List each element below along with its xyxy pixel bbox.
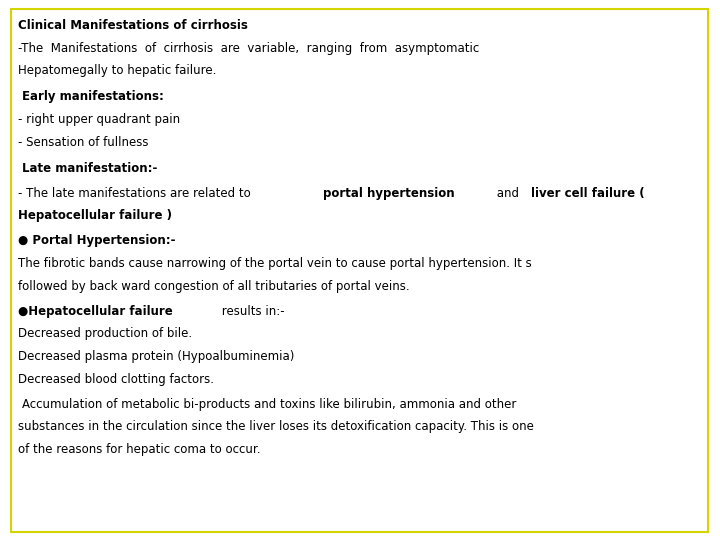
Text: -The  Manifestations  of  cirrhosis  are  variable,  ranging  from  asymptomatic: -The Manifestations of cirrhosis are var… xyxy=(18,42,480,55)
Text: The fibrotic bands cause narrowing of the portal vein to cause portal hypertensi: The fibrotic bands cause narrowing of th… xyxy=(18,257,532,270)
Text: Decreased plasma protein (Hypoalbuminemia): Decreased plasma protein (Hypoalbuminemi… xyxy=(18,350,294,363)
Text: and: and xyxy=(493,187,523,200)
Text: liver cell failure (: liver cell failure ( xyxy=(531,187,645,200)
Text: Early manifestations:: Early manifestations: xyxy=(22,90,163,103)
Text: Decreased production of bile.: Decreased production of bile. xyxy=(18,327,192,340)
Text: ●Hepatocellular failure: ●Hepatocellular failure xyxy=(18,305,173,318)
Text: portal hypertension: portal hypertension xyxy=(323,187,455,200)
Text: - The late manifestations are related to: - The late manifestations are related to xyxy=(18,187,254,200)
Text: Hepatomegally to hepatic failure.: Hepatomegally to hepatic failure. xyxy=(18,64,217,77)
Text: of the reasons for hepatic coma to occur.: of the reasons for hepatic coma to occur… xyxy=(18,443,261,456)
Text: ● Portal Hypertension:-: ● Portal Hypertension:- xyxy=(18,234,176,247)
Text: results in:-: results in:- xyxy=(217,305,284,318)
Text: - Sensation of fullness: - Sensation of fullness xyxy=(18,136,148,148)
Text: substances in the circulation since the liver loses its detoxification capacity.: substances in the circulation since the … xyxy=(18,420,534,433)
Text: followed by back ward congestion of all tributaries of portal veins.: followed by back ward congestion of all … xyxy=(18,280,410,293)
Text: Clinical Manifestations of cirrhosis: Clinical Manifestations of cirrhosis xyxy=(18,19,248,32)
Text: Late manifestation:-: Late manifestation:- xyxy=(22,162,157,175)
Text: Hepatocellular failure ): Hepatocellular failure ) xyxy=(18,210,172,222)
FancyBboxPatch shape xyxy=(11,9,708,532)
Text: - right upper quadrant pain: - right upper quadrant pain xyxy=(18,113,180,126)
Text: Accumulation of metabolic bi-products and toxins like bilirubin, ammonia and oth: Accumulation of metabolic bi-products an… xyxy=(22,397,516,410)
Text: Decreased blood clotting factors.: Decreased blood clotting factors. xyxy=(18,373,214,386)
